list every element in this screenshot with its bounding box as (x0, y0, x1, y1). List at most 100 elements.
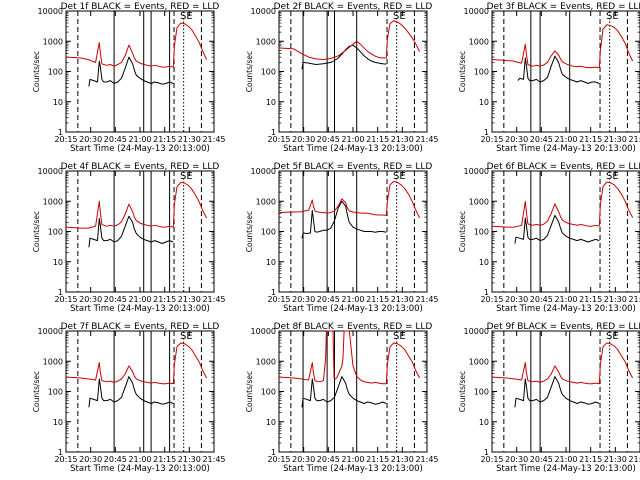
x-tick-label: 21:15 (579, 135, 602, 144)
panel-title: Det 1f BLACK = Events, RED = LLD (61, 2, 220, 12)
x-tick-label: 21:45 (415, 135, 438, 144)
x-tick-label: 21:00 (341, 135, 364, 144)
panel-title: Det 5f BLACK = Events, RED = LLD (274, 162, 433, 172)
y-tick-label: 10 (53, 418, 63, 427)
se-annotation: SE (393, 11, 406, 22)
series-line-events (301, 376, 387, 408)
x-tick-label: 20:15 (480, 295, 503, 304)
x-axis-label: Start Time (24-May-13 20:13:00) (70, 304, 210, 314)
series-line-events (88, 376, 174, 408)
x-tick-label: 21:30 (178, 295, 201, 304)
se-annotation: SE (180, 331, 193, 342)
y-tick-label: 100 (261, 388, 276, 397)
panel-title: Det 9f BLACK = Events, RED = LLD (487, 322, 640, 332)
y-tick-label: 10000 (38, 167, 63, 176)
y-tick-label: 10000 (464, 7, 489, 16)
y-tick-label: 100 (48, 68, 63, 77)
x-tick-label: 20:45 (530, 295, 553, 304)
series-line-lld (65, 181, 208, 229)
x-tick-label: 20:15 (480, 135, 503, 144)
x-tick-label: 21:00 (554, 455, 577, 464)
x-axis-label: Start Time (24-May-13 20:13:00) (496, 304, 636, 314)
x-tick-label: 20:30 (505, 455, 528, 464)
x-tick-label: 20:45 (317, 135, 340, 144)
x-tick-label: 20:30 (79, 455, 102, 464)
y-tick-label: 1000 (43, 357, 63, 366)
x-tick-label: 21:15 (579, 455, 602, 464)
x-tick-label: 21:45 (202, 295, 225, 304)
x-tick-label: 20:45 (104, 455, 127, 464)
y-axis-label: Counts/sec (32, 51, 41, 92)
y-tick-label: 1000 (256, 37, 276, 46)
x-tick-label: 20:45 (317, 455, 340, 464)
panel-title: Det 7f BLACK = Events, RED = LLD (61, 322, 220, 332)
panel-title: Det 4f BLACK = Events, RED = LLD (61, 162, 220, 172)
y-tick-label: 10000 (464, 167, 489, 176)
x-tick-label: 21:30 (391, 455, 414, 464)
se-annotation: SE (393, 331, 406, 342)
series-line-lld (278, 20, 421, 60)
y-tick-label: 1000 (469, 37, 489, 46)
y-tick-label: 1000 (469, 357, 489, 366)
y-tick-label: 100 (474, 388, 489, 397)
y-tick-label: 100 (261, 68, 276, 77)
panel-det-2: Det 2f BLACK = Events, RED = LLD 1 10 100 10… (245, 2, 439, 154)
x-tick-label: 20:30 (292, 455, 315, 464)
x-tick-label: 21:30 (604, 135, 627, 144)
panel-title: Det 2f BLACK = Events, RED = LLD (274, 2, 433, 12)
y-tick-label: 10 (479, 98, 489, 107)
x-axis-label: Start Time (24-May-13 20:13:00) (283, 144, 423, 154)
x-tick-label: 20:45 (104, 135, 127, 144)
x-tick-label: 21:15 (366, 455, 389, 464)
x-tick-label: 20:15 (267, 135, 290, 144)
y-tick-label: 1000 (43, 37, 63, 46)
y-tick-label: 10 (266, 418, 276, 427)
x-tick-label: 20:15 (267, 295, 290, 304)
series-line-lld (65, 342, 208, 385)
x-tick-label: 21:30 (604, 455, 627, 464)
se-annotation: SE (606, 11, 619, 22)
x-tick-label: 20:15 (54, 295, 77, 304)
x-tick-label: 21:15 (153, 455, 176, 464)
x-tick-label: 20:45 (317, 295, 340, 304)
x-tick-label: 20:30 (292, 295, 315, 304)
x-tick-label: 20:45 (530, 455, 553, 464)
y-tick-label: 1 (58, 448, 63, 457)
y-tick-label: 100 (48, 388, 63, 397)
y-tick-label: 1000 (469, 197, 489, 206)
x-tick-label: 21:45 (628, 295, 640, 304)
x-axis-label: Start Time (24-May-13 20:13:00) (496, 464, 636, 474)
y-tick-label: 100 (48, 228, 63, 237)
x-tick-label: 20:45 (104, 295, 127, 304)
y-tick-label: 10 (266, 98, 276, 107)
x-tick-label: 21:15 (579, 295, 602, 304)
plot-frame (491, 10, 640, 133)
y-axis-label: Counts/sec (32, 211, 41, 252)
x-tick-label: 21:00 (128, 295, 151, 304)
y-tick-label: 10000 (251, 167, 276, 176)
y-axis-label: Counts/sec (245, 51, 254, 92)
y-axis-label: Counts/sec (458, 211, 467, 252)
y-tick-label: 10 (266, 258, 276, 267)
y-tick-label: 1 (271, 448, 276, 457)
plot-frame (278, 10, 428, 133)
x-tick-label: 21:30 (391, 135, 414, 144)
x-axis-label: Start Time (24-May-13 20:13:00) (70, 464, 210, 474)
panel-det-1: Det 1f BLACK = Events, RED = LLD 1 10 100 10… (32, 2, 226, 154)
y-tick-label: 1 (484, 288, 489, 297)
x-axis-label: Start Time (24-May-13 20:13:00) (283, 304, 423, 314)
y-tick-label: 10000 (38, 327, 63, 336)
y-tick-label: 10 (53, 258, 63, 267)
x-tick-label: 20:45 (530, 135, 553, 144)
x-tick-label: 21:45 (415, 295, 438, 304)
se-annotation: SE (180, 11, 193, 22)
x-axis-label: Start Time (24-May-13 20:13:00) (496, 144, 636, 154)
x-tick-label: 21:00 (128, 135, 151, 144)
y-axis-label: Counts/sec (245, 371, 254, 412)
y-tick-label: 1 (484, 448, 489, 457)
series-line-lld (65, 22, 208, 68)
y-tick-label: 100 (474, 68, 489, 77)
x-tick-label: 21:00 (554, 135, 577, 144)
se-annotation: SE (606, 171, 619, 182)
